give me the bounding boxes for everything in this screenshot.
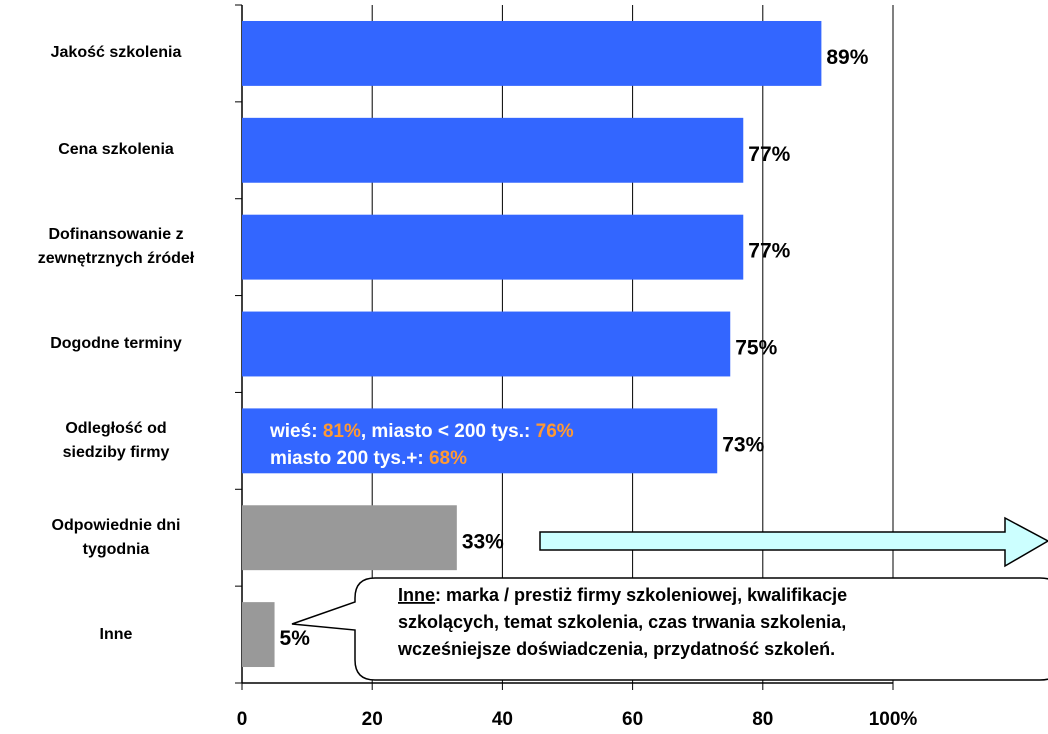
x-tick-label: 0	[237, 709, 248, 730]
arrow	[539, 516, 1048, 568]
bar-annotation: miasto 200 tys.+: 68%	[270, 448, 467, 469]
value-label: 77%	[748, 240, 790, 263]
y-tick-label: Odpowiednie dni tygodnia	[51, 516, 181, 558]
bar	[242, 20, 822, 86]
y-tick-label: Odległość od siedziby firmy	[62, 419, 170, 461]
value-label: 77%	[748, 143, 790, 166]
bar-annotation: wieś: 81%, miasto < 200 tys.: 76%	[269, 421, 574, 442]
callout-text: Inne: marka / prestiż firmy szkoleniowej…	[398, 585, 847, 605]
x-tick-label: 60	[622, 709, 643, 730]
y-tick-label: Dofinansowanie z zewnętrznych źródeł	[37, 226, 195, 268]
bar	[242, 311, 731, 377]
value-label: 75%	[735, 337, 777, 360]
x-tick-label: 100%	[869, 709, 918, 730]
annotation-part: wieś:	[269, 421, 323, 442]
callout-line: szkolących, temat szkolenia, czas trwani…	[398, 612, 846, 632]
bar	[242, 408, 718, 474]
value-label: 73%	[722, 433, 764, 456]
annotation-part: 76%	[536, 421, 574, 442]
bar	[242, 505, 457, 571]
x-tick-label: 20	[362, 709, 383, 730]
callout-line: wcześniejsze doświadczenia, przydatność …	[397, 639, 835, 659]
callout-line: : marka / prestiż firmy szkoleniowej, kw…	[435, 585, 847, 605]
annotation-part: , miasto < 200 tys.:	[361, 421, 536, 442]
y-tick-label: Inne	[99, 625, 133, 643]
y-tick-label: Dogodne terminy	[50, 335, 182, 352]
y-tick-label: Cena szkolenia	[58, 141, 174, 159]
x-tick-label: 80	[752, 709, 773, 730]
annotation-part: 68%	[429, 448, 467, 469]
bar	[242, 214, 744, 280]
value-label: 33%	[462, 530, 504, 553]
annotation-part: miasto 200 tys.+:	[270, 448, 429, 469]
bar	[242, 117, 744, 183]
y-tick-label: Jakość szkolenia	[50, 44, 182, 62]
callout-heading: Inne	[398, 585, 435, 605]
value-label: 89%	[826, 46, 868, 69]
value-label: 5%	[280, 627, 311, 650]
bar	[242, 602, 275, 668]
x-tick-label: 40	[492, 709, 513, 730]
callout-box	[291, 577, 1048, 681]
annotation-part: 81%	[323, 421, 361, 442]
